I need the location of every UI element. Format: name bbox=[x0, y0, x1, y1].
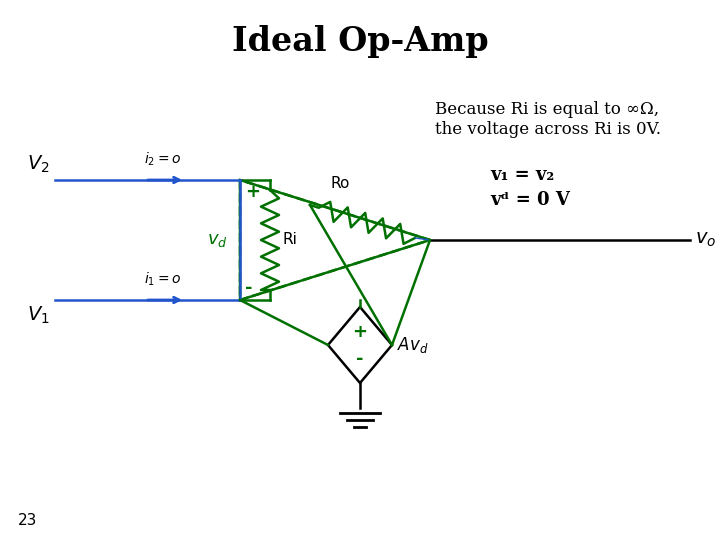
Text: +: + bbox=[245, 183, 260, 201]
Text: Ideal Op-Amp: Ideal Op-Amp bbox=[232, 25, 488, 58]
Text: $Av_d$: $Av_d$ bbox=[397, 335, 428, 355]
Text: v₁ = v₂: v₁ = v₂ bbox=[490, 166, 554, 184]
Text: Ro: Ro bbox=[330, 176, 349, 191]
Text: $v_o$: $v_o$ bbox=[695, 231, 716, 249]
Text: $v_d$: $v_d$ bbox=[207, 231, 228, 249]
Text: the voltage across Ri is 0V.: the voltage across Ri is 0V. bbox=[435, 122, 661, 138]
Text: Ri: Ri bbox=[282, 233, 297, 247]
Text: $V_2$: $V_2$ bbox=[27, 154, 50, 175]
Text: -: - bbox=[356, 350, 364, 368]
Text: $i_1 = o$: $i_1 = o$ bbox=[144, 271, 181, 288]
Text: 23: 23 bbox=[18, 513, 37, 528]
Text: -: - bbox=[245, 279, 253, 297]
Text: +: + bbox=[353, 323, 367, 341]
Text: $V_1$: $V_1$ bbox=[27, 305, 50, 326]
Text: vᵈ = 0 V: vᵈ = 0 V bbox=[490, 191, 570, 209]
Text: $i_2 = o$: $i_2 = o$ bbox=[144, 151, 181, 168]
Text: Because Ri is equal to ∞Ω,: Because Ri is equal to ∞Ω, bbox=[435, 102, 659, 118]
